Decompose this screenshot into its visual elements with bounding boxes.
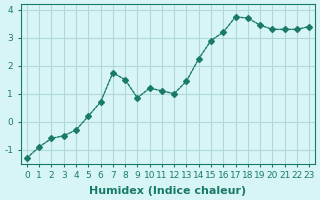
X-axis label: Humidex (Indice chaleur): Humidex (Indice chaleur) [90,186,247,196]
